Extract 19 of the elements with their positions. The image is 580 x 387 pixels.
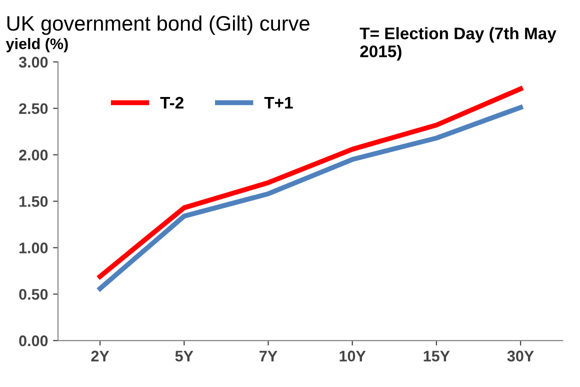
y-tick-label: 0.00 [19, 335, 48, 346]
y-tick-label: 1.50 [20, 196, 48, 207]
y-tick-label: 1.00 [20, 242, 48, 254]
y-tick-label: 3.00 [18, 56, 48, 68]
y-axis-title: yield (%) [6, 38, 68, 52]
chart-title: UK government bond (Gilt) curve [7, 15, 310, 35]
x-tick-label: 7Y [260, 350, 278, 362]
x-tick-label: 10Y [340, 350, 366, 362]
y-tick-label: 0.50 [19, 288, 48, 300]
legend-label: T+1 [264, 97, 293, 109]
y-tick-label: 2.50 [19, 103, 48, 114]
legend-label: T-2 [160, 96, 184, 109]
line-series [98, 86, 523, 279]
x-tick-label: 15Y [424, 350, 450, 362]
x-tick-label: 30Y [507, 350, 534, 362]
x-tick-label: 2Y [91, 350, 110, 362]
x-tick-label: 5Y [175, 350, 194, 362]
y-tick-label: 2.00 [19, 150, 48, 160]
text: T= Election Day (7th May 2015) [360, 27, 556, 61]
